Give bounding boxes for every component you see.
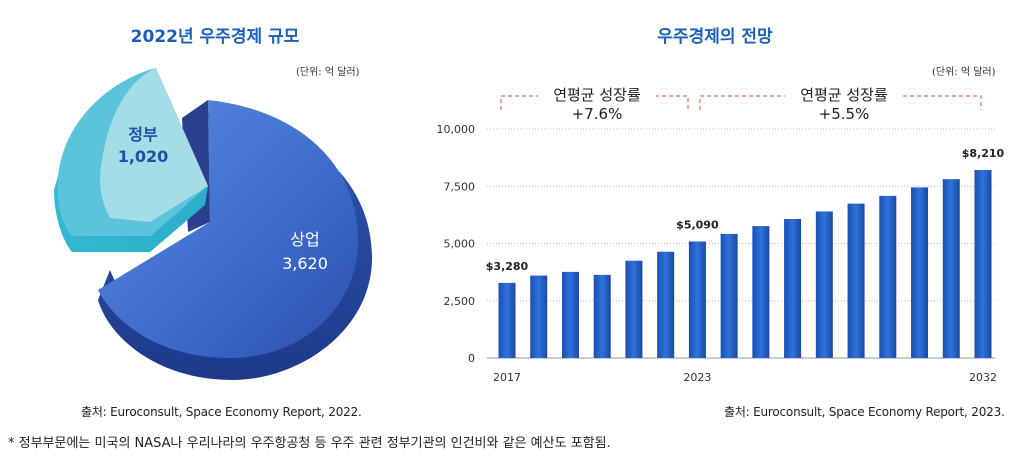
x-tick-label: 2017 xyxy=(493,371,521,384)
bar-chart-unit: (단위: 억 달러) xyxy=(932,67,996,78)
growth-rate-2: 연평균 성장률 +5.5% xyxy=(785,84,903,123)
growth-rate-2-label: 연평균 성장률 xyxy=(800,86,888,104)
growth-rate-1-value: +7.6% xyxy=(571,105,623,123)
bar-chart-source: 출처: Euroconsult, Space Economy Report, 2… xyxy=(724,405,1005,419)
pie-label-government: 정부 1,020 xyxy=(110,124,176,168)
bar-2018 xyxy=(530,275,548,358)
bar-2017 xyxy=(498,282,516,358)
y-tick-label: 0 xyxy=(468,352,475,365)
pie-chart xyxy=(54,68,372,380)
x-tick-label: 2032 xyxy=(969,371,997,384)
bar-chart-title: 우주경제의 전망 xyxy=(657,27,773,47)
bar-2027 xyxy=(815,211,833,358)
y-tick-label: 7,500 xyxy=(444,180,476,193)
pie-slice-government-highlight xyxy=(100,68,208,222)
data-label: $8,210 xyxy=(962,147,1005,160)
bar-2019 xyxy=(561,271,579,358)
bar-2023 xyxy=(688,241,706,358)
bar-2029 xyxy=(879,195,897,358)
pie-slice-government-side xyxy=(54,176,208,252)
bar-2021 xyxy=(625,260,643,358)
y-tick-label: 5,000 xyxy=(444,238,476,251)
growth-rate-1-label: 연평균 성장률 xyxy=(553,86,641,104)
pie-chart-source: 출처: Euroconsult, Space Economy Report, 2… xyxy=(81,405,362,419)
y-tick-label: 10,000 xyxy=(437,123,476,136)
pie-label-government-name: 정부 xyxy=(128,125,158,144)
pie-label-commercial-value: 3,620 xyxy=(282,254,328,273)
pie-label-commercial: 상업 3,620 xyxy=(270,228,340,276)
bar-2026 xyxy=(784,218,802,358)
pie-label-government-value: 1,020 xyxy=(117,147,169,166)
data-label: $5,090 xyxy=(676,218,719,231)
data-label: $3,280 xyxy=(486,260,529,273)
bar-2031 xyxy=(942,179,960,358)
growth-rate-1: 연평균 성장률 +7.6% xyxy=(538,84,656,123)
y-tick-label: 2,500 xyxy=(444,295,476,308)
bar-2020 xyxy=(593,274,611,358)
pie-chart-title: 2022년 우주경제 규모 xyxy=(130,27,300,47)
bar-2025 xyxy=(752,226,770,358)
pie-slice-commercial xyxy=(98,100,358,358)
bar-2032 xyxy=(974,169,992,358)
pie-chart-unit: (단위: 억 달러) xyxy=(296,67,360,78)
bar-2028 xyxy=(847,203,865,358)
bar-2030 xyxy=(911,187,929,358)
pie-label-commercial-name: 상업 xyxy=(290,230,320,249)
x-tick-label: 2023 xyxy=(683,371,711,384)
bar-2024 xyxy=(720,233,738,358)
bar-2022 xyxy=(657,251,675,358)
footnote: * 정부부문에는 미국의 NASA나 우리나라의 우주항공청 등 우주 관련 정… xyxy=(8,436,611,451)
growth-rate-2-value: +5.5% xyxy=(818,105,870,123)
